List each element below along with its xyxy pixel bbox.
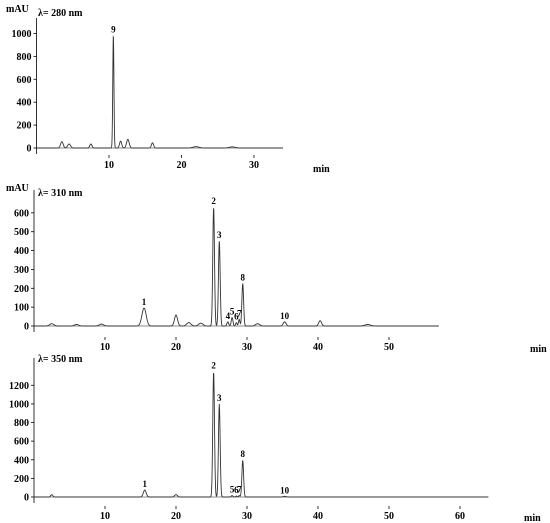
chromatogram-trace [36,35,283,149]
y-tick-label: 1200 [9,381,29,392]
wavelength-label: λ= 310 nm [38,188,83,199]
x-axis-label: min [313,164,330,175]
x-tick-label: 30 [249,160,259,171]
y-tick-label: 300 [14,265,29,276]
peak-label: 2 [211,360,216,370]
panel-350nm: 0 200 400 600 800 1000 1200 10 20 30 40 50 60 λ= 350 … [9,354,541,523]
y-tick-label: 200 [14,474,29,485]
x-tick-label: 30 [242,342,252,353]
y-tick-label: 400 [14,455,29,466]
y-tick-label: 1000 [9,399,29,410]
y-axis-label: mAU [6,4,29,15]
y-tick-label: 400 [14,246,29,257]
peak-label: 10 [280,311,290,321]
y-tick-label: 500 [14,227,29,238]
peak-label: 5 [230,307,235,317]
y-tick-label: 1000 [12,29,32,40]
x-tick-label: 10 [104,160,114,171]
chromatogram-trace [34,372,489,498]
y-tick-label: 0 [24,322,29,333]
x-tick-label: 60 [455,511,465,522]
y-tick-label: 400 [17,98,32,109]
peak-label: 4 [226,311,231,321]
x-tick-label: 50 [384,342,394,353]
peak-label: 7 [237,485,242,495]
peak-label: 8 [240,273,245,283]
peak-label: 1 [142,297,147,307]
peak-label: 3 [217,393,222,403]
y-axis-label: mAU [6,183,29,194]
x-tick-label: 10 [100,342,110,353]
peak-label: 7 [237,308,242,318]
peak-label: 3 [217,230,222,240]
x-tick-label: 20 [171,511,181,522]
x-tick-label: 10 [100,511,110,522]
y-tick-label: 800 [17,52,32,63]
x-tick-label: 20 [171,342,181,353]
y-tick-label: 800 [14,418,29,429]
peak-label: 1 [143,479,148,489]
x-axis-label: min [524,513,541,523]
wavelength-label: λ= 280 nm [38,8,83,19]
panel-310nm: 0 100 200 300 400 500 600 10 20 30 40 50 mAU λ= 310 n… [6,183,547,355]
y-tick-label: 100 [14,303,29,314]
x-tick-label: 30 [242,511,252,522]
x-axis-label: min [530,344,547,355]
peak-label: 9 [111,25,116,35]
x-tick-label: 40 [313,342,323,353]
peak-label: 5 [230,485,235,495]
y-tick-label: 0 [24,493,29,504]
panel-280nm: 0 200 400 600 800 1000 10 20 30 mAU λ= 280 nm min 9 [6,4,330,175]
wavelength-label: λ= 350 nm [38,354,83,365]
peak-label: 2 [211,196,216,206]
y-tick-label: 200 [14,284,29,295]
x-tick-label: 20 [177,160,187,171]
y-tick-label: 600 [14,208,29,219]
y-tick-label: 200 [17,121,32,132]
y-tick-label: 600 [14,437,29,448]
x-tick-label: 50 [384,511,394,522]
peak-label: 8 [240,449,245,459]
y-tick-label: 600 [17,75,32,86]
x-tick-label: 40 [313,511,323,522]
chromatogram-trace [34,208,439,327]
peak-label: 10 [280,485,290,495]
peak-label: 6 [234,312,239,322]
peak-label: 6 [234,485,239,495]
y-tick-label: 0 [27,144,32,155]
